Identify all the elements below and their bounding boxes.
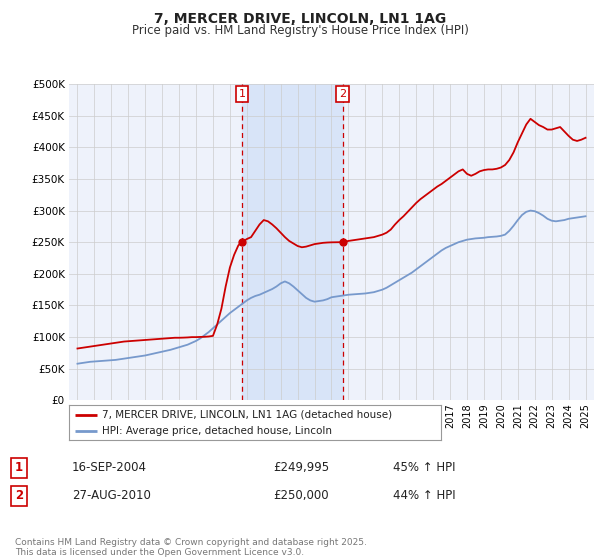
Text: 44% ↑ HPI: 44% ↑ HPI xyxy=(393,489,455,502)
Bar xyxy=(242,84,343,400)
Text: 2: 2 xyxy=(339,88,346,99)
Text: 45% ↑ HPI: 45% ↑ HPI xyxy=(393,461,455,474)
Text: 7, MERCER DRIVE, LINCOLN, LN1 1AG: 7, MERCER DRIVE, LINCOLN, LN1 1AG xyxy=(154,12,446,26)
Text: £250,000: £250,000 xyxy=(273,489,329,502)
Text: £249,995: £249,995 xyxy=(273,461,329,474)
Text: Contains HM Land Registry data © Crown copyright and database right 2025.
This d: Contains HM Land Registry data © Crown c… xyxy=(15,538,367,557)
Text: 7, MERCER DRIVE, LINCOLN, LN1 1AG (detached house): 7, MERCER DRIVE, LINCOLN, LN1 1AG (detac… xyxy=(103,409,392,419)
Text: Price paid vs. HM Land Registry's House Price Index (HPI): Price paid vs. HM Land Registry's House … xyxy=(131,24,469,37)
Text: 27-AUG-2010: 27-AUG-2010 xyxy=(72,489,151,502)
Text: 16-SEP-2004: 16-SEP-2004 xyxy=(72,461,147,474)
Text: HPI: Average price, detached house, Lincoln: HPI: Average price, detached house, Linc… xyxy=(103,426,332,436)
Text: 1: 1 xyxy=(15,461,23,474)
Text: 1: 1 xyxy=(238,88,245,99)
Text: 2: 2 xyxy=(15,489,23,502)
